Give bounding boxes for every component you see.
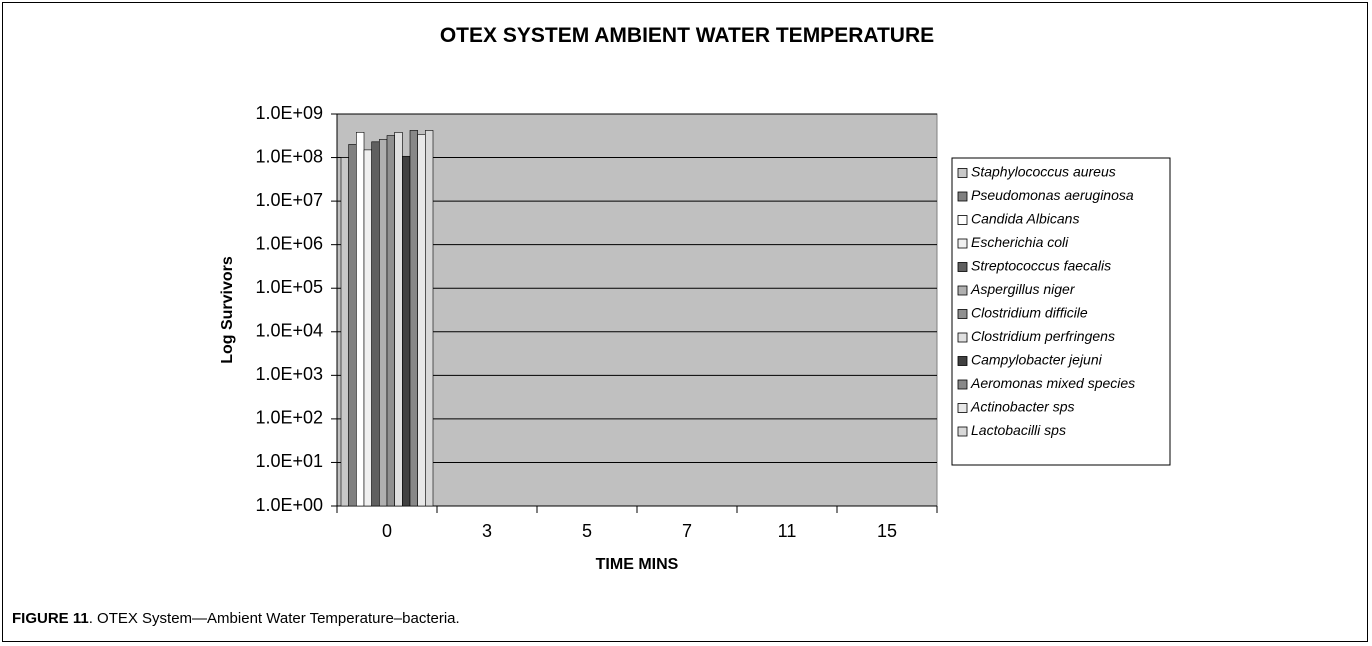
legend-swatch	[957, 285, 968, 296]
x-tick-label: 5	[582, 521, 592, 541]
legend-swatch	[957, 332, 968, 343]
x-tick-label: 3	[482, 521, 492, 541]
legend-label: Staphylococcus aureus	[971, 164, 1116, 180]
bar	[417, 134, 426, 507]
legend-swatch	[957, 379, 968, 390]
bar	[363, 149, 372, 507]
legend-label: Lactobacilli sps	[971, 422, 1066, 438]
bar	[425, 130, 434, 507]
y-tick-label: 1.0E+03	[255, 364, 323, 384]
legend-label: Campylobacter jejuni	[971, 352, 1103, 368]
legend-label: Pseudomonas aeruginosa	[971, 187, 1134, 203]
bar	[348, 144, 357, 507]
x-tick-label: 0	[382, 521, 392, 541]
legend-swatch	[957, 356, 968, 366]
bar	[409, 130, 418, 507]
legend-swatch	[957, 309, 968, 319]
legend-swatch	[957, 426, 968, 437]
legend-swatch	[957, 168, 968, 178]
x-tick-label: 15	[877, 521, 897, 541]
legend-label: Streptococcus faecalis	[971, 258, 1111, 274]
x-tick-label: 11	[778, 521, 797, 541]
y-tick-label: 1.0E+04	[255, 321, 323, 341]
bar	[394, 132, 403, 507]
x-tick-label: 7	[682, 521, 692, 541]
bar	[386, 135, 395, 507]
legend-label: Clostridium difficile	[971, 305, 1088, 321]
y-tick-label: 1.0E+00	[255, 495, 323, 515]
caption: FIGURE 11. OTEX System—Ambient Water Tem…	[12, 610, 460, 627]
y-axis-title: Log Survivors	[219, 256, 236, 364]
y-tick-label: 1.0E+07	[255, 190, 323, 210]
chart-title: OTEX SYSTEM AMBIENT WATER TEMPERATURE	[439, 24, 935, 47]
legend-label: Aeromonas mixed species	[970, 375, 1135, 391]
bar	[371, 141, 380, 507]
legend-swatch	[957, 215, 968, 225]
y-tick-label: 1.0E+02	[255, 408, 323, 428]
plot-area	[336, 113, 938, 507]
legend-label: Candida Albicans	[971, 211, 1079, 227]
y-tick-label: 1.0E+06	[255, 233, 323, 253]
legend-label: Escherichia coli	[971, 234, 1069, 250]
legend-label: Actinobacter sps	[970, 399, 1075, 415]
y-tick-label: 1.0E+08	[255, 146, 323, 166]
y-tick-label: 1.0E+09	[255, 103, 323, 123]
legend-swatch	[957, 191, 968, 202]
legend-label: Aspergillus niger	[970, 281, 1076, 297]
legend-swatch	[957, 238, 968, 249]
x-axis-title: TIME MINS	[596, 556, 679, 573]
bar	[340, 157, 349, 507]
caption-text: . OTEX System—Ambient Water Temperature–…	[88, 610, 460, 627]
bar	[356, 132, 365, 507]
y-tick-label: 1.0E+05	[255, 277, 323, 297]
y-tick-label: 1.0E+01	[255, 451, 323, 471]
bar	[379, 139, 388, 507]
bar	[402, 155, 411, 507]
legend-swatch	[957, 262, 968, 272]
legend-label: Clostridium perfringens	[971, 328, 1115, 344]
legend-swatch	[957, 403, 968, 413]
caption-label: FIGURE 11	[12, 610, 89, 627]
legend-box	[951, 157, 1171, 466]
